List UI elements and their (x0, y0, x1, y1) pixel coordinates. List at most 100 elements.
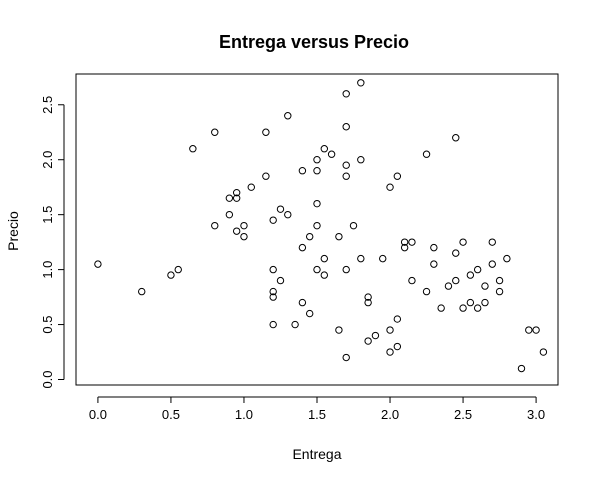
data-point (269, 287, 277, 296)
data-point (473, 304, 482, 312)
data-point (408, 276, 416, 285)
data-point (313, 221, 321, 230)
x-tick-label: 1.5 (308, 407, 326, 422)
data-point (240, 232, 248, 241)
data-point (313, 156, 321, 164)
data-point (342, 90, 350, 98)
data-point (189, 145, 197, 153)
data-point (232, 194, 241, 202)
data-point (517, 364, 526, 373)
y-tick-label: 0.0 (40, 370, 55, 388)
plot-area (75, 73, 559, 386)
data-point (371, 331, 380, 340)
data-point (284, 112, 292, 120)
data-point (269, 216, 277, 224)
data-point (525, 326, 533, 334)
data-point (452, 249, 460, 257)
data-point (393, 172, 402, 180)
y-tick-label: 1.0 (40, 261, 55, 279)
data-point (357, 156, 365, 164)
data-point (335, 326, 343, 334)
data-point (225, 194, 234, 202)
data-point (313, 265, 321, 274)
data-point (342, 353, 350, 362)
data-point (327, 150, 336, 158)
data-point (532, 326, 540, 334)
data-point (262, 172, 270, 180)
x-tick-label: 0.0 (89, 407, 107, 422)
data-point (430, 260, 438, 268)
data-point (276, 276, 285, 285)
data-point (232, 227, 241, 235)
x-tick-label: 2.5 (454, 407, 472, 422)
data-point (488, 260, 496, 268)
data-point (481, 282, 489, 290)
data-point (422, 150, 431, 158)
data-point (495, 276, 504, 285)
data-point (298, 243, 307, 252)
data-point (138, 287, 146, 296)
y-tick-label: 1.5 (40, 206, 55, 224)
data-point (357, 254, 365, 263)
data-point (364, 293, 372, 301)
data-point (94, 260, 102, 268)
data-point (444, 282, 453, 290)
y-tick-label: 2.5 (40, 96, 55, 114)
y-axis: 0.0 0.5 1.0 1.5 2.0 2.5 (40, 96, 65, 389)
data-point (313, 199, 321, 208)
data-point (342, 161, 350, 169)
data-point (298, 298, 307, 307)
data-point (305, 309, 314, 318)
data-point (364, 298, 372, 307)
data-point (291, 320, 299, 329)
data-point (342, 265, 350, 274)
y-axis-label: Precio (5, 211, 21, 251)
data-point (232, 188, 241, 197)
y-tick-label: 2.0 (40, 151, 55, 169)
y-tick-label: 0.5 (40, 316, 55, 334)
data-point (364, 337, 372, 345)
data-point (539, 348, 548, 356)
data-point (466, 271, 475, 279)
data-point (349, 221, 358, 230)
x-tick-label: 2.0 (381, 407, 399, 422)
data-point (459, 304, 467, 312)
data-point (211, 128, 219, 136)
data-point (357, 79, 365, 87)
data-point (174, 265, 182, 274)
data-point (342, 172, 350, 180)
data-point (481, 298, 489, 307)
data-point (269, 293, 277, 301)
data-point (408, 238, 416, 246)
data-point (247, 183, 255, 191)
data-point (262, 128, 270, 136)
data-point (167, 271, 175, 279)
x-tick-label: 1.0 (235, 407, 253, 422)
data-point (320, 271, 329, 279)
data-point (473, 265, 482, 274)
data-point (393, 315, 402, 323)
data-point (400, 238, 409, 246)
data-point (452, 134, 460, 142)
data-point (269, 320, 277, 329)
data-point (276, 205, 285, 213)
data-point (422, 287, 431, 296)
x-tick-label: 0.5 (162, 407, 180, 422)
data-point (320, 254, 329, 263)
x-axis-label: Entrega (292, 446, 341, 462)
data-point (437, 304, 445, 312)
data-point (503, 254, 511, 263)
data-point (379, 254, 387, 263)
data-point (240, 221, 248, 230)
data-point (495, 287, 504, 296)
data-point (386, 348, 394, 356)
x-axis: 0.0 0.5 1.0 1.5 2.0 2.5 3.0 (89, 396, 545, 422)
data-point (400, 243, 409, 252)
data-points (94, 79, 548, 373)
data-point (393, 342, 402, 351)
data-point (452, 276, 460, 285)
data-point (488, 238, 496, 246)
data-point (313, 167, 321, 175)
data-point (284, 210, 292, 219)
